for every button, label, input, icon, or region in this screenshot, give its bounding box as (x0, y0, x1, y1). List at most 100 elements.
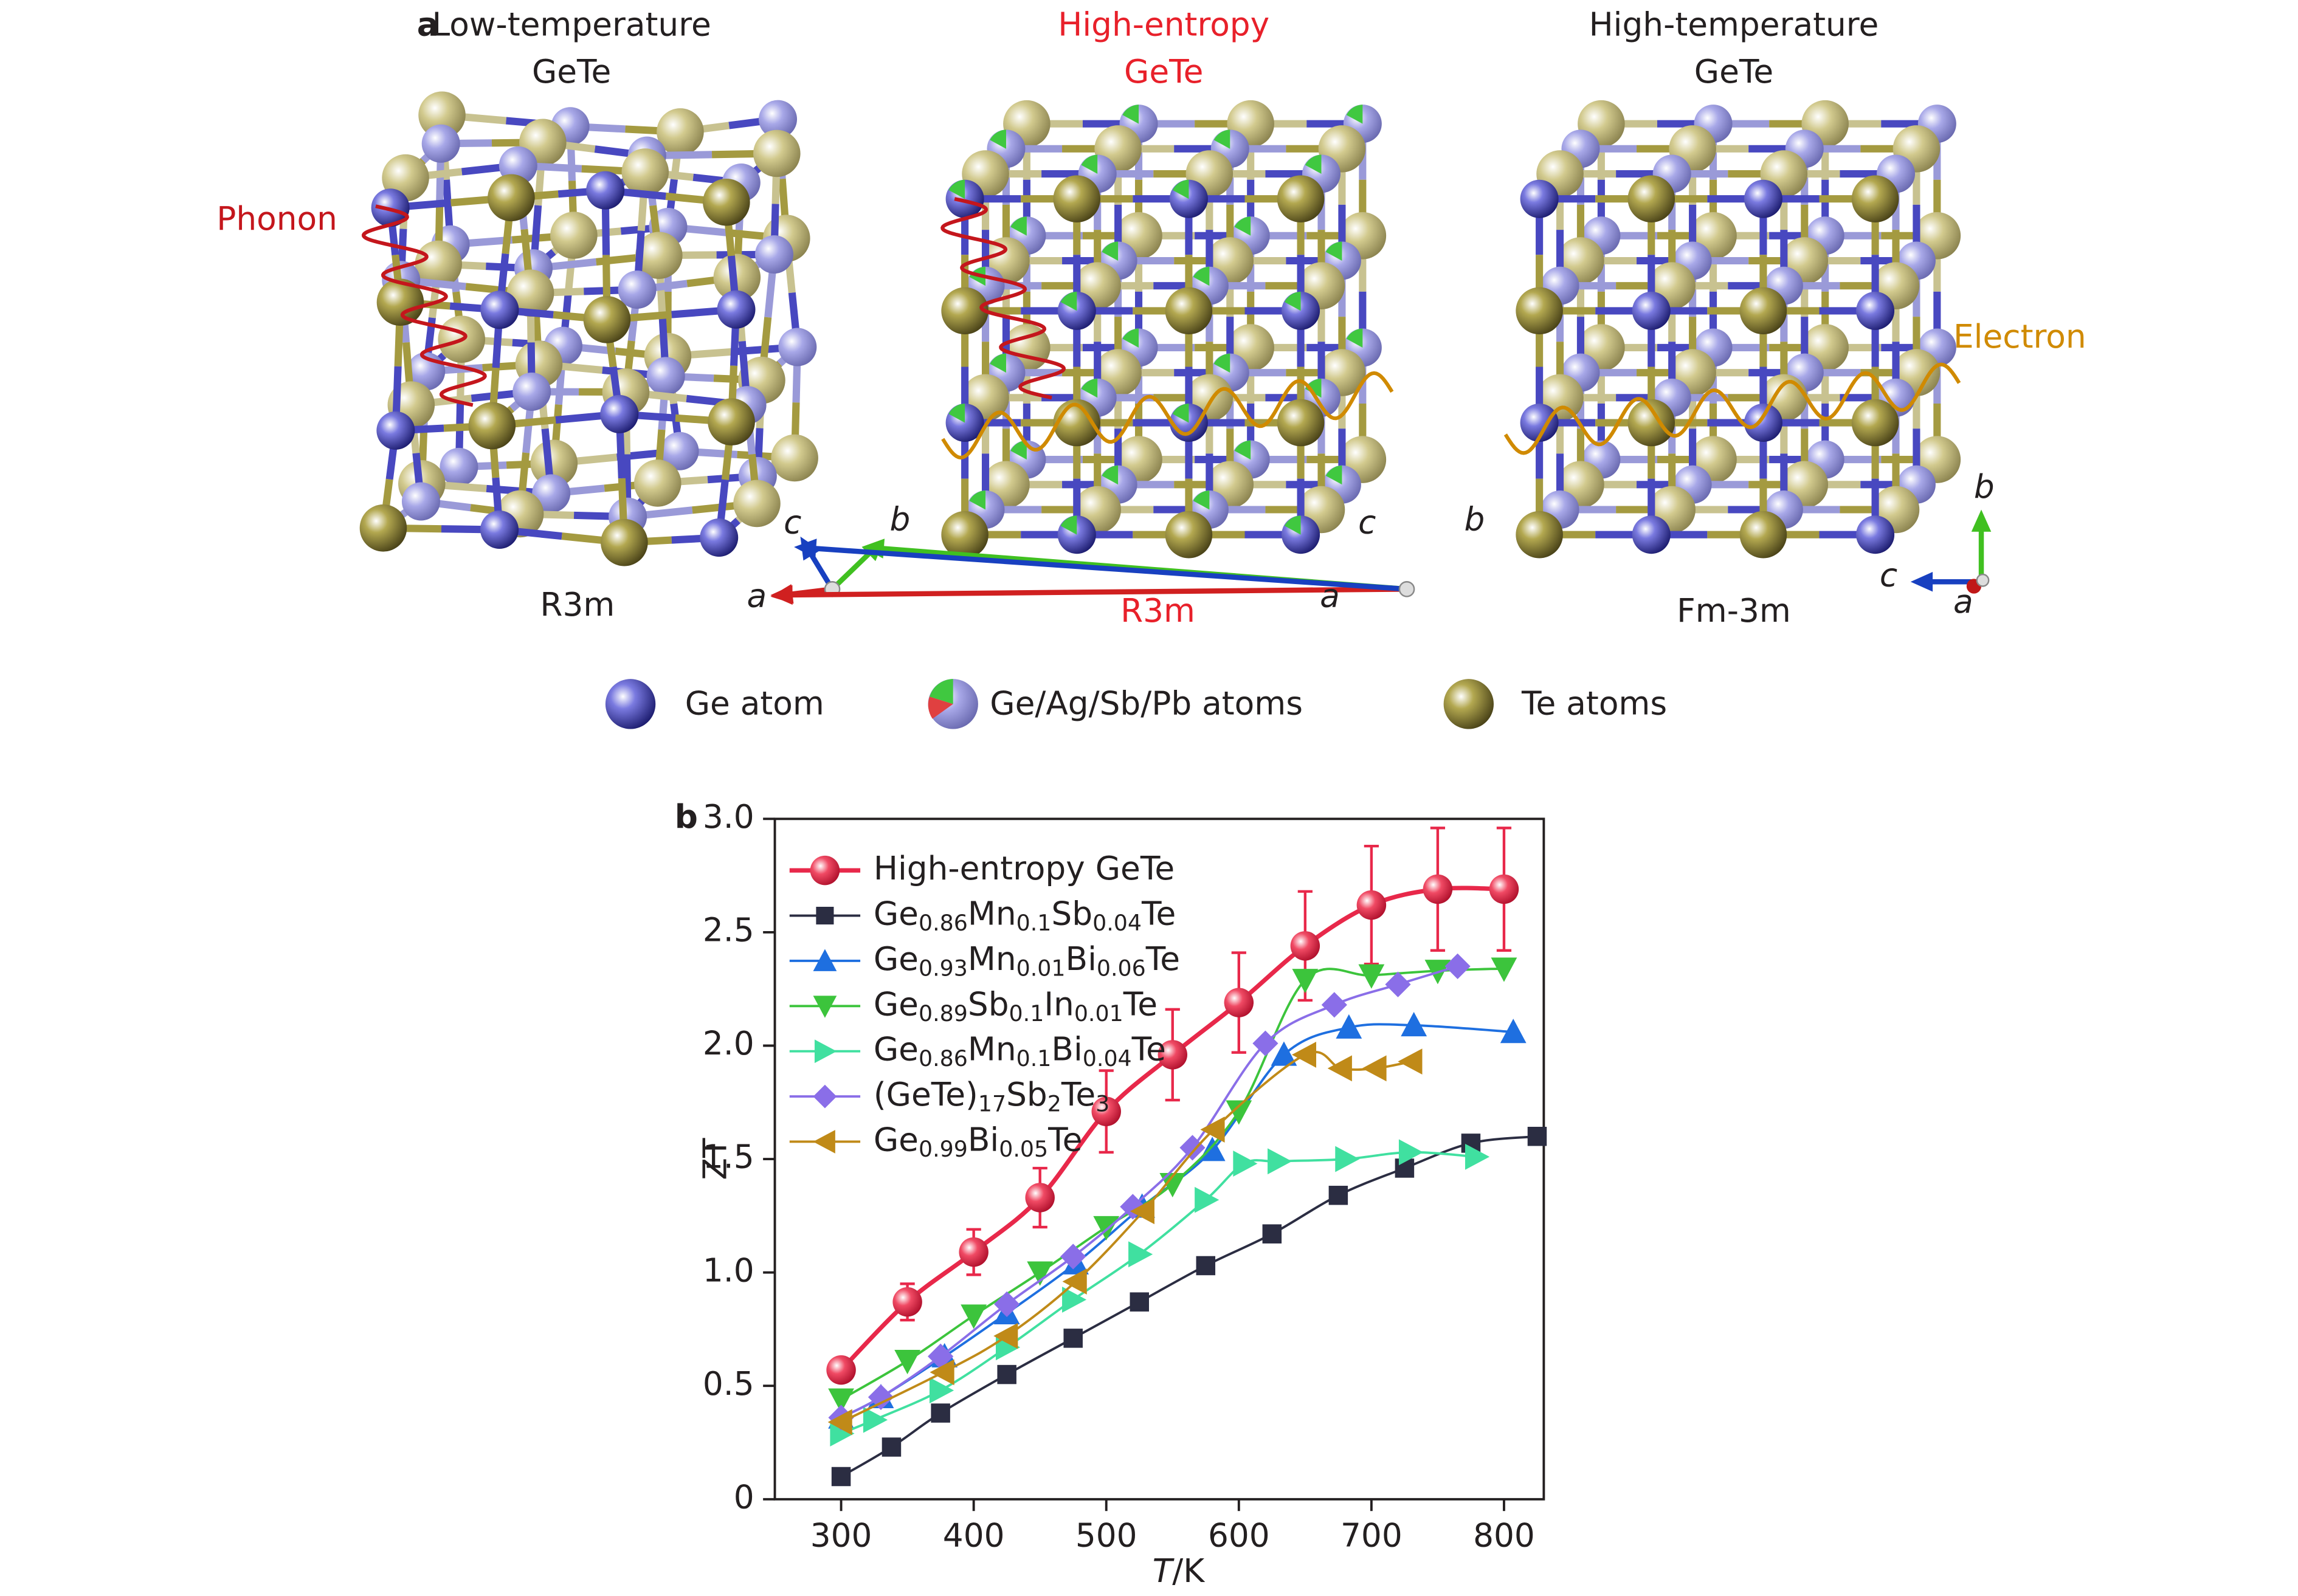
marker (1423, 875, 1452, 904)
marker (1364, 1056, 1385, 1080)
marker (864, 1408, 886, 1432)
atom (1520, 180, 1559, 218)
axis-label: a (1320, 577, 1340, 615)
marker (826, 1355, 855, 1384)
atom (376, 411, 415, 450)
legend-item: High-entropy GeTe (790, 850, 1175, 887)
atom (402, 482, 440, 520)
atom (1632, 292, 1671, 330)
legend-item: Ge0.86Mn0.1Sb0.04Te (790, 895, 1176, 936)
atom (550, 212, 598, 259)
legend-label: Ge0.93Mn0.01Bi0.06Te (874, 940, 1180, 982)
marker (1197, 1257, 1215, 1274)
legend-label: High-entropy GeTe (874, 850, 1175, 887)
series (832, 1127, 1546, 1485)
space-group: R3m (1120, 592, 1195, 630)
atom (634, 459, 681, 507)
atom (1277, 175, 1325, 222)
atom (1852, 175, 1899, 222)
legend-item: Ge0.99Bi0.05Te (790, 1121, 1083, 1162)
marker (1293, 969, 1317, 991)
axis-label: c (784, 503, 801, 541)
axis-arrow (807, 548, 1407, 590)
structure-title: Low-temperature (432, 5, 711, 43)
axis-label: a (1953, 583, 1973, 621)
atom (703, 179, 750, 226)
atom-legend-label: Te atoms (1521, 684, 1667, 722)
legend-label: (GeTe)17Sb2Te3 (874, 1076, 1109, 1117)
atom (1740, 287, 1787, 335)
series-line (841, 1137, 1537, 1477)
marker (1357, 890, 1386, 920)
marker (813, 1085, 837, 1109)
atom (733, 480, 781, 528)
marker (813, 1130, 835, 1154)
marker (1446, 955, 1469, 979)
axis-origin (1399, 582, 1414, 596)
structure-title: High-temperature (1589, 5, 1879, 43)
y-tick-label: 0 (734, 1478, 754, 1516)
phonon-label: Phonon (216, 200, 337, 238)
atom (601, 519, 648, 566)
x-tick-label: 500 (1075, 1516, 1137, 1554)
atom (647, 357, 685, 395)
atom (1632, 515, 1671, 554)
atom (1744, 404, 1782, 442)
atom (753, 130, 801, 177)
marker (810, 856, 840, 885)
atom (717, 291, 755, 329)
marker (832, 1468, 850, 1485)
crystal-structures (360, 92, 1992, 605)
atom (586, 171, 624, 210)
structure-formula: GeTe (532, 53, 611, 91)
x-tick-label: 300 (810, 1516, 872, 1554)
atom (600, 395, 638, 433)
x-tick-label: 800 (1473, 1516, 1535, 1554)
atom (1856, 515, 1894, 554)
marker (815, 1039, 837, 1063)
marker (1322, 993, 1346, 1017)
atom (618, 270, 657, 309)
panel-label: b (675, 798, 698, 836)
structure-formula: GeTe (1694, 53, 1773, 91)
atom (488, 174, 535, 222)
axis-arrow-head (770, 585, 792, 605)
atom-legend-label: Ge/Ag/Sb/Pb atoms (990, 684, 1303, 722)
y-tick-label: 2.0 (703, 1025, 754, 1062)
marker (932, 1404, 950, 1422)
electron-label: Electron (1953, 318, 2086, 356)
axis-arrow-head (1911, 572, 1933, 592)
axis-label: b (890, 501, 911, 538)
marker (1336, 1147, 1358, 1171)
atom (778, 328, 816, 366)
marker (1129, 1242, 1151, 1266)
legend-item: (GeTe)17Sb2Te3 (790, 1076, 1110, 1117)
axis-arrow-head (1972, 510, 1992, 532)
atom (440, 448, 478, 486)
y-tick-label: 2.5 (703, 912, 754, 949)
y-tick-label: 0.5 (703, 1365, 754, 1403)
axis-label: c (1358, 503, 1376, 541)
atom (1165, 511, 1213, 559)
marker (1064, 1329, 1082, 1347)
legend-label: Ge0.99Bi0.05Te (874, 1121, 1083, 1162)
x-tick-label: 700 (1340, 1516, 1403, 1554)
marker (1025, 1183, 1054, 1212)
marker (1528, 1127, 1546, 1145)
axis-label: a (747, 577, 767, 615)
atom (512, 373, 551, 411)
marker (892, 1287, 922, 1316)
marker (895, 1350, 919, 1372)
atom (1516, 511, 1563, 559)
marker (1131, 1293, 1148, 1311)
atom (622, 148, 669, 196)
x-tick-label: 400 (943, 1516, 1005, 1554)
y-tick-label: 3.0 (703, 798, 754, 836)
marker (959, 1237, 988, 1267)
atom (1628, 175, 1675, 222)
atom (1744, 180, 1782, 218)
marker (1329, 1056, 1351, 1080)
